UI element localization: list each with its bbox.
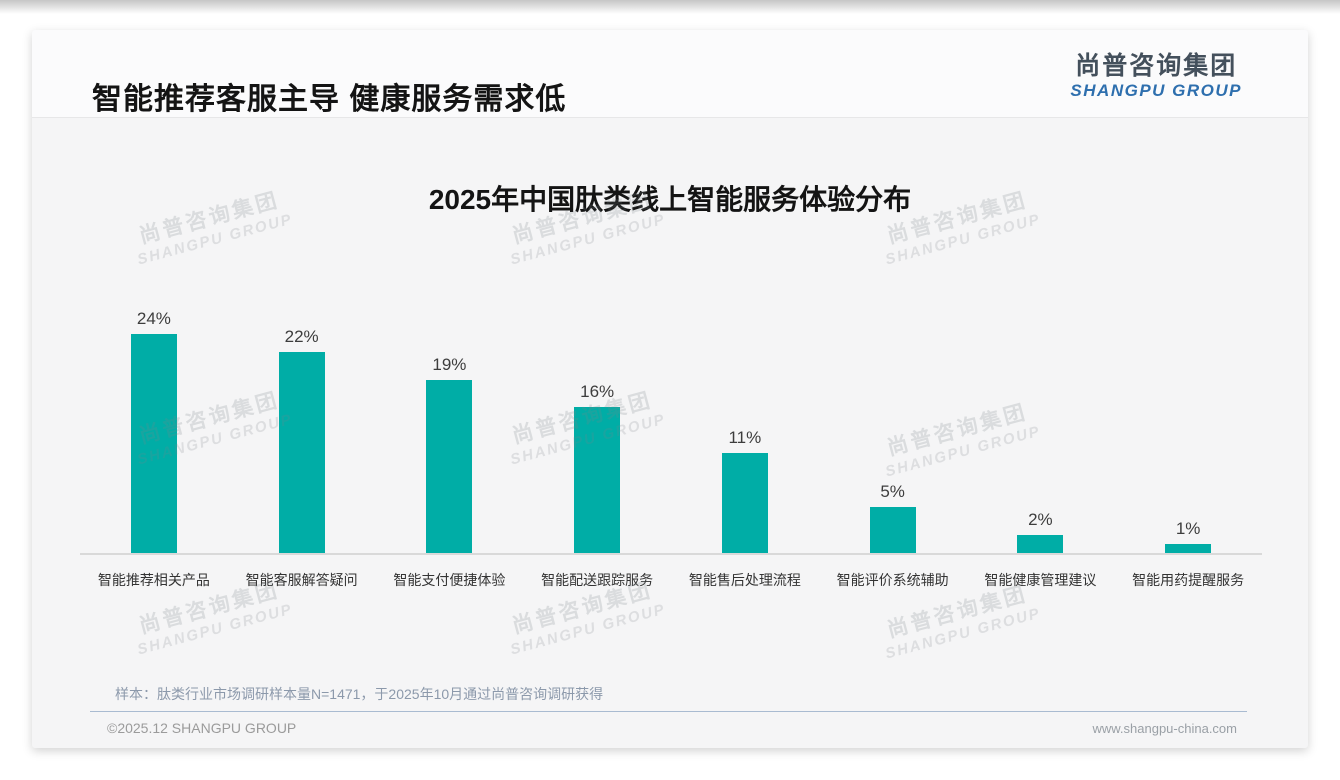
bar: [574, 407, 621, 553]
category-label: 智能用药提醒服务: [1132, 572, 1245, 588]
category-label: 智能支付便捷体验: [393, 572, 506, 588]
bar-column: 19%: [376, 207, 524, 553]
watermark-english-text: SHANGPU GROUP: [508, 600, 668, 659]
plot-area: 24% 22% 19% 16% 11% 5% 2% 1%: [80, 207, 1262, 553]
category-label: 智能客服解答疑问: [245, 572, 358, 588]
category-label: 智能健康管理建议: [984, 572, 1097, 588]
bar: [1165, 543, 1212, 553]
bar-value-label: 22%: [284, 327, 319, 347]
bar-value-label: 5%: [880, 482, 905, 502]
bar-column: 22%: [228, 207, 376, 553]
chart-title: 2025年中国肽类线上智能服务体验分布: [428, 184, 912, 215]
window-top-shadow: [0, 0, 1340, 14]
bar-column: 2%: [967, 207, 1115, 553]
website-url: www.shangpu-china.com: [1092, 721, 1237, 736]
slide-header: 智能推荐客服主导 健康服务需求低 尚普咨询集团 SHANGPU GROUP: [32, 30, 1308, 118]
slide-card: 智能推荐客服主导 健康服务需求低 尚普咨询集团 SHANGPU GROUP 20…: [32, 30, 1308, 748]
watermark: 尚普咨询集团 SHANGPU GROUP: [877, 580, 1043, 665]
bar-column: 1%: [1114, 207, 1262, 553]
bar: [130, 334, 177, 553]
bar-column: 24%: [80, 207, 228, 553]
watermark-english-text: SHANGPU GROUP: [883, 604, 1043, 663]
bar: [1017, 534, 1064, 553]
bar-value-label: 2%: [1028, 509, 1053, 529]
bar: [426, 379, 473, 553]
logo-english-text: SHANGPU GROUP: [1070, 80, 1242, 100]
bar-column: 16%: [523, 207, 671, 553]
bar-value-label: 19%: [432, 354, 467, 374]
bar: [278, 352, 325, 553]
x-axis-line: [80, 553, 1262, 555]
bar-column: 11%: [671, 207, 819, 553]
bar-value-label: 24%: [136, 309, 171, 328]
bar: [721, 452, 768, 553]
category-label: 智能配送跟踪服务: [541, 572, 654, 588]
bar-value-label: 1%: [1175, 518, 1201, 538]
watermark-english-text: SHANGPU GROUP: [135, 600, 295, 659]
footer-divider: [90, 711, 1247, 712]
bar-value-label: 16%: [580, 382, 615, 401]
bar-value-label: 11%: [728, 427, 762, 447]
category-label: 智能售后处理流程: [688, 572, 801, 588]
category-labels: 智能推荐相关产品 智能客服解答疑问 智能支付便捷体验 智能配送跟踪服务 智能售后处理流程…: [80, 555, 1262, 590]
copyright-text: ©2025.12 SHANGPU GROUP: [107, 720, 297, 736]
bar-column: 5%: [819, 207, 967, 553]
sample-note: 样本：肽类行业市场调研样本量N=1471，于2025年10月通过尚普咨询调研获得: [115, 686, 604, 702]
bar: [869, 507, 916, 553]
category-label: 智能推荐相关产品: [97, 572, 210, 588]
company-logo: 尚普咨询集团 SHANGPU GROUP: [1070, 52, 1242, 100]
category-label: 智能评价系统辅助: [836, 572, 949, 588]
page-title: 智能推荐客服主导 健康服务需求低: [92, 83, 567, 116]
logo-chinese-text: 尚普咨询集团: [1075, 52, 1238, 80]
